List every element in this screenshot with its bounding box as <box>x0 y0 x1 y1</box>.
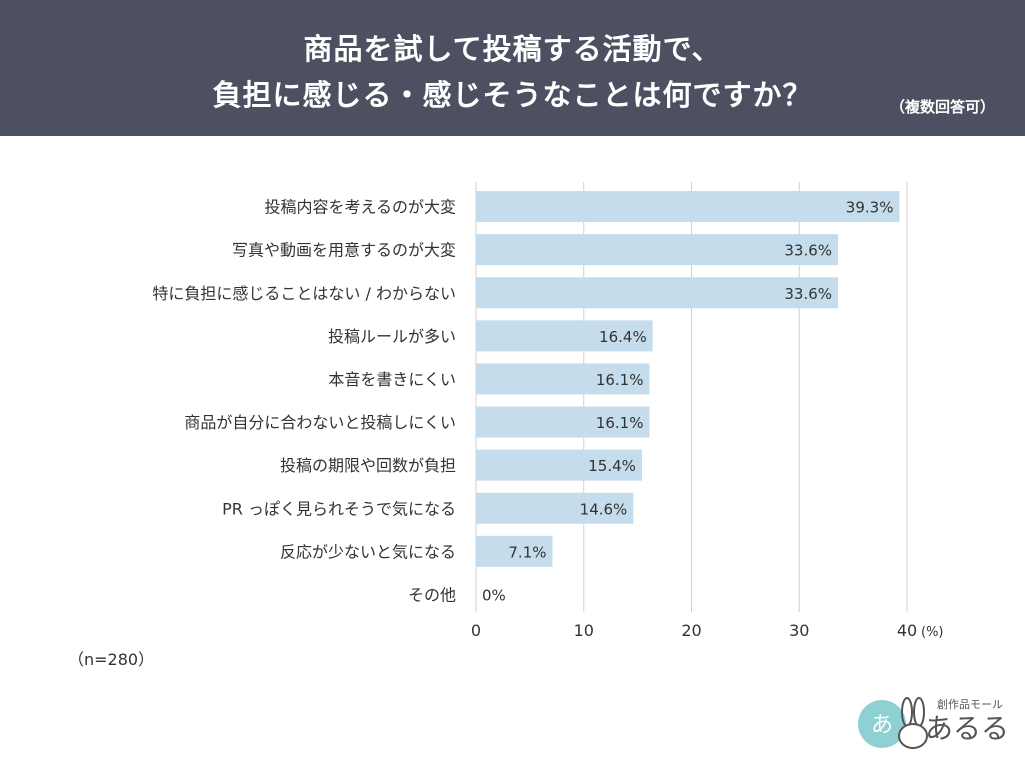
chart-header: 商品を試して投稿する活動で、 負担に感じる・感じそうなことは何ですか？ （複数回… <box>0 0 1025 136</box>
data-label: 33.6% <box>784 285 832 303</box>
x-tick-label: 0 <box>471 621 481 640</box>
bar <box>476 406 650 438</box>
logo-circle <box>858 700 906 748</box>
rabbit-face-icon <box>898 723 928 749</box>
logo-subtitle: 創作品モール <box>937 697 1003 711</box>
bar <box>476 320 653 352</box>
category-label: 写真や動画を用意するのが大変 <box>232 241 456 260</box>
category-label: 本音を書きにくい <box>328 370 456 389</box>
chart-title-line-1: 商品を試して投稿する活動で、 <box>303 32 722 66</box>
bar <box>476 277 839 309</box>
data-label: 16.1% <box>596 414 644 432</box>
category-label: その他 <box>408 585 456 604</box>
multiple-answer-note: （複数回答可） <box>889 98 995 116</box>
category-label: 商品が自分に合わないと投稿しにくい <box>184 413 456 432</box>
category-label: 投稿ルールが多い <box>328 327 456 346</box>
logo-mark: あ <box>871 713 893 738</box>
rabbit-ear-icon <box>901 697 913 727</box>
x-tick-label: 30 <box>789 621 809 640</box>
bar <box>476 449 642 481</box>
x-tick-label: 20 <box>681 621 701 640</box>
x-tick-label: 10 <box>574 621 594 640</box>
data-label: 39.3% <box>846 199 894 217</box>
data-label: 16.1% <box>596 371 644 389</box>
data-label: 0% <box>482 586 506 604</box>
data-label: 14.6% <box>580 500 628 518</box>
rabbit-ear-icon <box>913 697 925 727</box>
bar <box>476 191 900 223</box>
category-label: 投稿内容を考えるのが大変 <box>264 198 456 217</box>
chart-title-line-2: 負担に感じる・感じそうなことは何ですか？ <box>212 78 813 112</box>
bar <box>476 363 650 395</box>
unit-label: (%) <box>921 625 944 640</box>
bar <box>476 535 553 567</box>
data-label: 16.4% <box>599 328 647 346</box>
category-label: 反応が少ないと気になる <box>280 542 456 561</box>
category-label: PR っぽく見られそうで気になる <box>222 499 456 518</box>
bar <box>476 234 839 266</box>
category-label: 投稿の期限や回数が負担 <box>280 456 456 475</box>
data-label: 7.1% <box>508 543 546 561</box>
data-label: 15.4% <box>588 457 636 475</box>
x-tick-label: 40 <box>897 621 917 640</box>
data-label: 33.6% <box>784 242 832 260</box>
aruru-logo: あ 創作品モール あるる <box>858 697 1009 749</box>
logo-text: あるる <box>925 712 1009 745</box>
category-label: 特に負担に感じることはない / わからない <box>152 284 456 303</box>
bar <box>476 492 634 524</box>
sample-size-label: （n=280） <box>68 650 155 669</box>
